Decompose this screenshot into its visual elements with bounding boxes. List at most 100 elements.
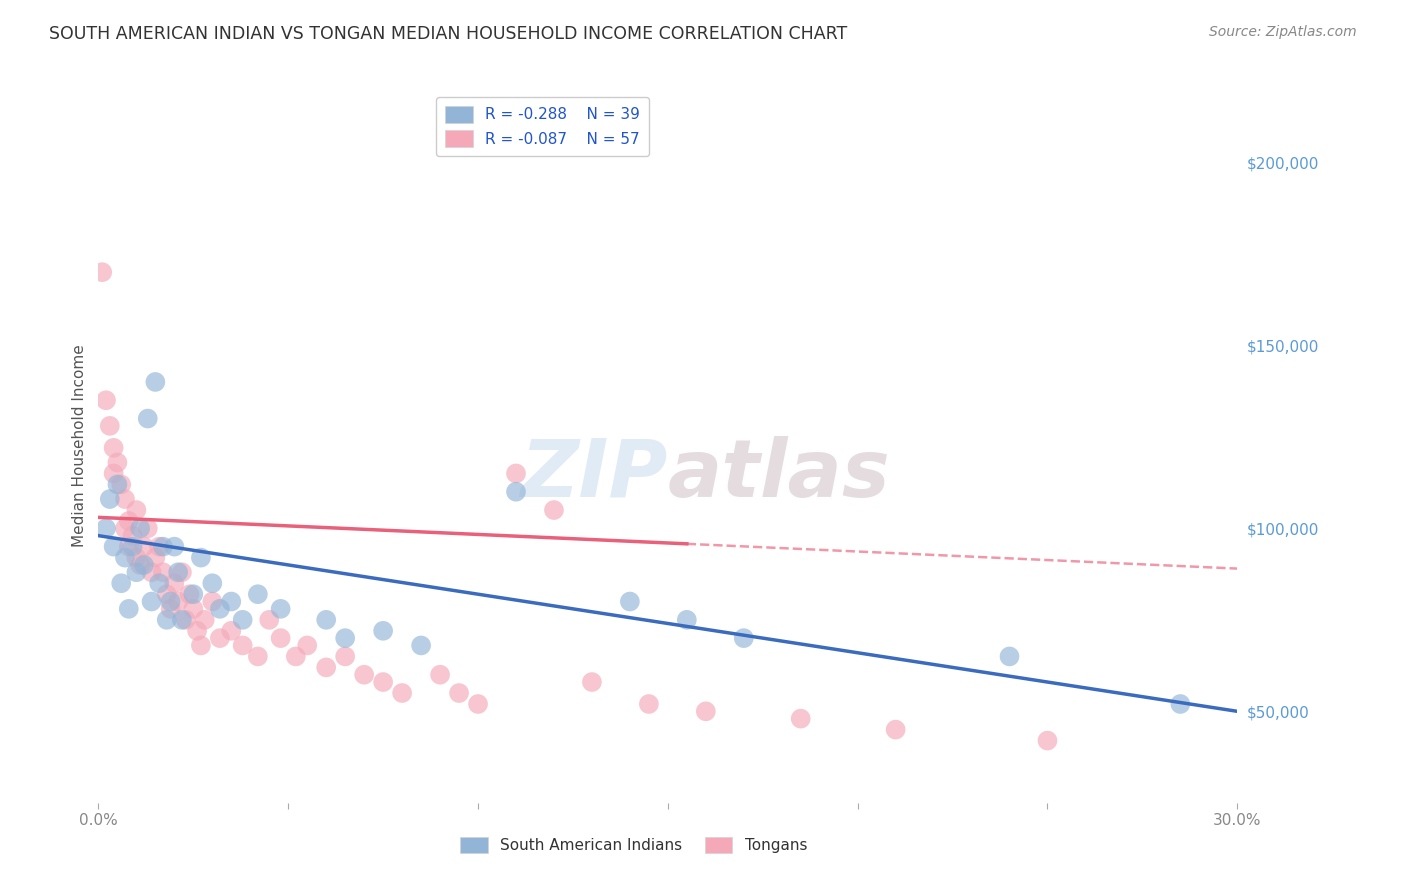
Point [145, 550, 167, 565]
Point [125, 566, 148, 580]
Point [98, 418, 121, 433]
Point [136, 411, 159, 425]
Point [467, 697, 489, 711]
Point [163, 540, 186, 554]
Point [581, 675, 603, 690]
Point [145, 375, 167, 389]
Point [790, 712, 813, 726]
Point [190, 550, 212, 565]
Point [183, 602, 205, 616]
Point [156, 587, 179, 601]
Point [174, 613, 197, 627]
Point [449, 686, 471, 700]
Point [159, 602, 181, 616]
Text: SOUTH AMERICAN INDIAN VS TONGAN MEDIAN HOUSEHOLD INCOME CORRELATION CHART: SOUTH AMERICAN INDIAN VS TONGAN MEDIAN H… [49, 25, 848, 43]
Point [118, 602, 141, 616]
Point [159, 594, 181, 608]
Point [1036, 733, 1059, 747]
Point [676, 613, 699, 627]
Point [132, 558, 155, 572]
Point [998, 649, 1021, 664]
Point [129, 558, 152, 572]
Point [201, 576, 224, 591]
Text: Source: ZipAtlas.com: Source: ZipAtlas.com [1209, 25, 1357, 39]
Point [167, 566, 190, 580]
Point [110, 477, 132, 491]
Point [125, 503, 148, 517]
Point [114, 521, 136, 535]
Text: atlas: atlas [668, 435, 890, 514]
Point [371, 624, 394, 638]
Y-axis label: Median Household Income: Median Household Income [72, 344, 87, 548]
Point [505, 484, 527, 499]
Point [259, 613, 281, 627]
Point [335, 649, 357, 664]
Point [208, 602, 231, 616]
Point [246, 587, 269, 601]
Point [246, 649, 269, 664]
Point [232, 639, 254, 653]
Text: ZIP: ZIP [520, 435, 668, 514]
Point [353, 667, 375, 681]
Point [884, 723, 907, 737]
Point [94, 393, 117, 408]
Point [315, 613, 337, 627]
Point [118, 514, 141, 528]
Point [114, 491, 136, 506]
Point [107, 477, 129, 491]
Point [91, 265, 114, 279]
Point [221, 624, 243, 638]
Point [297, 639, 319, 653]
Point [543, 503, 565, 517]
Point [619, 594, 641, 608]
Point [221, 594, 243, 608]
Point [505, 467, 527, 481]
Point [107, 455, 129, 469]
Point [186, 624, 208, 638]
Point [156, 613, 179, 627]
Point [201, 594, 224, 608]
Point [152, 540, 174, 554]
Point [110, 576, 132, 591]
Point [103, 467, 125, 481]
Point [114, 550, 136, 565]
Point [132, 540, 155, 554]
Point [315, 660, 337, 674]
Point [208, 631, 231, 645]
Point [141, 594, 163, 608]
Point [270, 602, 292, 616]
Point [148, 540, 170, 554]
Point [170, 613, 193, 627]
Point [194, 613, 217, 627]
Point [163, 576, 186, 591]
Point [391, 686, 413, 700]
Point [148, 576, 170, 591]
Point [183, 587, 205, 601]
Point [170, 566, 193, 580]
Point [118, 540, 141, 554]
Point [98, 491, 121, 506]
Point [733, 631, 755, 645]
Point [638, 697, 661, 711]
Point [167, 594, 190, 608]
Point [695, 704, 717, 718]
Point [270, 631, 292, 645]
Point [284, 649, 307, 664]
Point [121, 540, 143, 554]
Point [1170, 697, 1192, 711]
Point [335, 631, 357, 645]
Point [232, 613, 254, 627]
Point [121, 529, 143, 543]
Point [141, 566, 163, 580]
Point [179, 587, 201, 601]
Point [94, 521, 117, 535]
Point [103, 441, 125, 455]
Point [190, 639, 212, 653]
Point [129, 521, 152, 535]
Point [411, 639, 433, 653]
Point [152, 566, 174, 580]
Point [103, 540, 125, 554]
Point [125, 550, 148, 565]
Point [371, 675, 394, 690]
Point [429, 667, 451, 681]
